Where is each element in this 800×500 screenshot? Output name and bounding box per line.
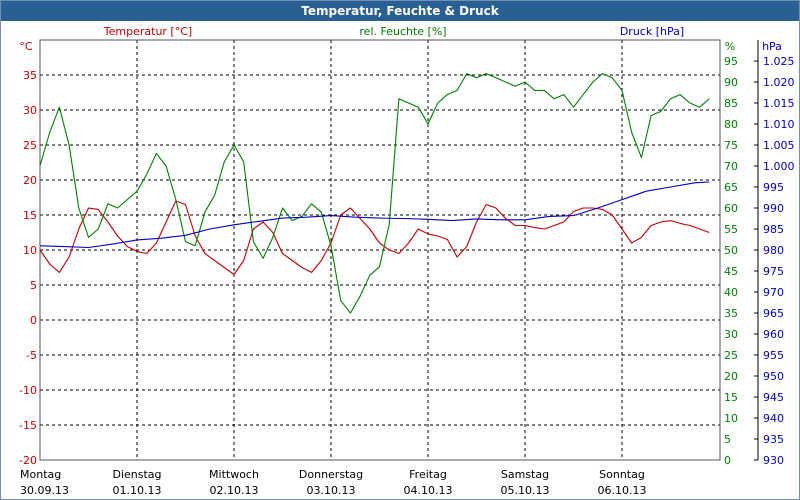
pressure-tick-label: 990	[763, 202, 784, 215]
humidity-tick-label: 85	[724, 97, 738, 110]
humidity-tick-label: 75	[724, 139, 738, 152]
pressure-tick-label: 975	[763, 265, 784, 278]
humidity-tick-label: 35	[724, 307, 738, 320]
temperature-axis-label: Temperatur [°C]	[103, 25, 192, 38]
humidity-tick-label: 30	[724, 328, 738, 341]
day-name-label: Mittwoch	[209, 468, 259, 481]
humidity-tick-label: 15	[724, 391, 738, 404]
day-name-label: Dienstag	[112, 468, 161, 481]
pressure-axis-ticks: 930 935 940 945 950 955 960 965 970 975 980 985 990 9…	[754, 40, 795, 467]
pressure-tick-label: 995	[763, 181, 784, 194]
temperature-tick-label: 35	[23, 69, 37, 82]
day-name-label: Freitag	[409, 468, 447, 481]
pressure-tick-label: 1.025	[763, 55, 795, 68]
series-line-pressure	[39, 181, 710, 249]
temperature-tick-label: 20	[23, 174, 37, 187]
pressure-tick-label: 970	[763, 286, 784, 299]
humidity-tick-label: 0	[724, 454, 731, 467]
day-name-label: Donnerstag	[299, 468, 363, 481]
day-date-label: 06.10.13	[598, 484, 647, 497]
temperature-tick-label: 10	[23, 244, 37, 257]
humidity-axis-ticks: 0 5 10 15 20 25 30 35 40 45 50 55 60 65 70 75 80 85 90 95	[724, 55, 738, 467]
day-date-label: 02.10.13	[210, 484, 259, 497]
humidity-tick-label: 80	[724, 118, 738, 131]
series-lines	[39, 73, 710, 314]
pressure-tick-label: 1.000	[763, 160, 795, 173]
temperature-tick-label: 25	[23, 139, 37, 152]
pressure-tick-label: 955	[763, 349, 784, 362]
day-name-label: Sonntag	[599, 468, 645, 481]
pressure-tick-label: 1.005	[763, 139, 795, 152]
temperature-tick-label: 0	[30, 314, 37, 327]
pressure-tick-label: 935	[763, 433, 784, 446]
pressure-tick-label: 1.020	[763, 76, 795, 89]
humidity-tick-label: 95	[724, 55, 738, 68]
pressure-axis-label: Druck [hPa]	[620, 25, 684, 38]
humidity-tick-label: 50	[724, 244, 738, 257]
temperature-unit-label: °C	[19, 40, 33, 53]
humidity-axis-label: rel. Feuchte [%]	[359, 25, 446, 38]
temperature-tick-label: 30	[23, 104, 37, 117]
temperature-tick-label: -5	[26, 349, 37, 362]
humidity-tick-label: 5	[724, 433, 731, 446]
pressure-unit-label: hPa	[762, 40, 782, 53]
pressure-tick-label: 960	[763, 328, 784, 341]
pressure-tick-label: 965	[763, 307, 784, 320]
series-line-temperature	[39, 200, 710, 276]
humidity-tick-label: 25	[724, 349, 738, 362]
pressure-tick-label: 1.015	[763, 97, 795, 110]
pressure-tick-label: 930	[763, 454, 784, 467]
humidity-tick-label: 10	[724, 412, 738, 425]
day-date-label: 01.10.13	[113, 484, 162, 497]
pressure-tick-label: 945	[763, 391, 784, 404]
series-line-humidity	[39, 73, 710, 314]
pressure-tick-label: 950	[763, 370, 784, 383]
humidity-tick-label: 20	[724, 370, 738, 383]
pressure-tick-label: 980	[763, 244, 784, 257]
chart-title: Temperatur, Feuchte & Druck	[1, 1, 799, 21]
humidity-unit-label: %	[725, 40, 735, 53]
humidity-tick-label: 90	[724, 76, 738, 89]
temperature-tick-label: 15	[23, 209, 37, 222]
temperature-tick-label: -20	[19, 454, 37, 467]
humidity-tick-label: 45	[724, 265, 738, 278]
day-date-label: 04.10.13	[404, 484, 453, 497]
humidity-tick-label: 60	[724, 202, 738, 215]
day-date-label: 05.10.13	[501, 484, 550, 497]
humidity-tick-label: 65	[724, 181, 738, 194]
temperature-tick-label: -15	[19, 419, 37, 432]
day-date-label: 30.09.13	[20, 484, 69, 497]
grid-lines	[39, 39, 721, 461]
humidity-tick-label: 70	[724, 160, 738, 173]
pressure-tick-label: 1.010	[763, 118, 795, 131]
day-name-label: Samstag	[501, 468, 549, 481]
day-date-label: 03.10.13	[307, 484, 356, 497]
humidity-tick-label: 40	[724, 286, 738, 299]
humidity-tick-label: 55	[724, 223, 738, 236]
temperature-axis-ticks: -20 -15 -10 -5 0 5 10 15 20 25 30 35	[19, 69, 37, 467]
pressure-tick-label: 985	[763, 223, 784, 236]
day-axis-ticks: Montag 30.09.13 Dienstag 01.10.13 Mittwoch 02…	[20, 468, 646, 497]
temperature-tick-label: -10	[19, 384, 37, 397]
temperature-tick-label: 5	[30, 279, 37, 292]
day-name-label: Montag	[20, 468, 61, 481]
pressure-tick-label: 940	[763, 412, 784, 425]
